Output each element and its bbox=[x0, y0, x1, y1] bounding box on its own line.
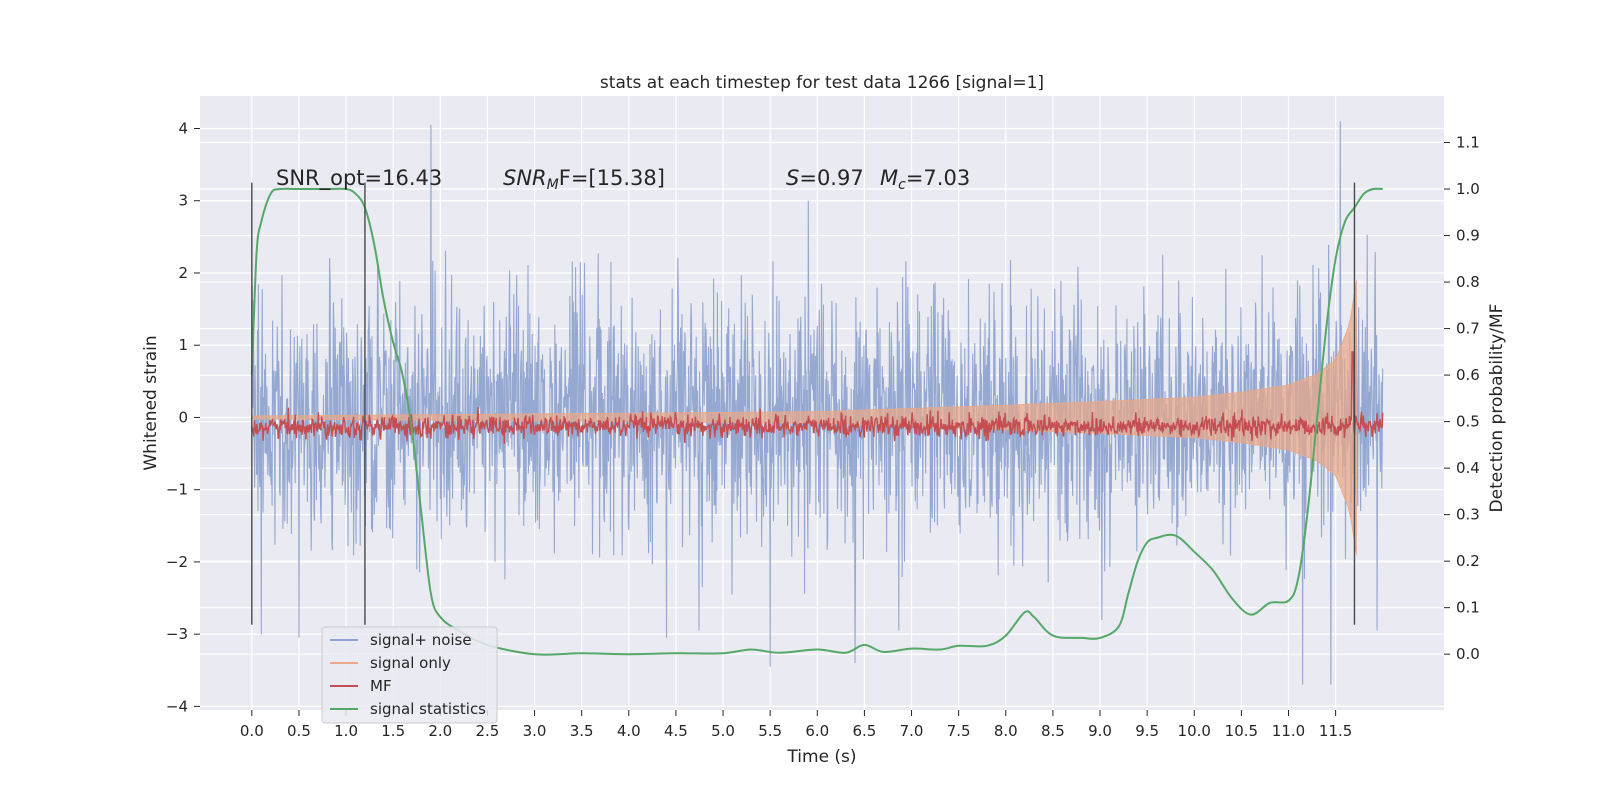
x-tick-label: 9.0 bbox=[1088, 722, 1112, 740]
plot-area bbox=[250, 121, 1384, 685]
x-tick-label: 4.0 bbox=[617, 722, 641, 740]
snr-opt-annotation: SNR_opt=16.43 bbox=[276, 166, 442, 191]
y-tick-label: −2 bbox=[166, 553, 188, 571]
x-tick-label: 6.5 bbox=[852, 722, 876, 740]
x-tick-label: 1.0 bbox=[334, 722, 358, 740]
x-tick-label: 8.0 bbox=[994, 722, 1018, 740]
tick-labels: 0.0 0.5 1.0 1.5 2.0 2.5 3.0 3.5 4.0 4.5 5.0 5.5 6.0 6… bbox=[166, 120, 1480, 740]
series-mf-line bbox=[251, 351, 1384, 444]
x-tick-label: 3.5 bbox=[570, 722, 594, 740]
x-tick-label: 11.5 bbox=[1319, 722, 1352, 740]
y-axis-label: Whitened strain bbox=[141, 335, 161, 470]
y2-tick-label: 0.6 bbox=[1456, 366, 1480, 384]
x-tick-label: 7.5 bbox=[947, 722, 971, 740]
x-tick-label: 5.0 bbox=[711, 722, 735, 740]
vertical-markers bbox=[251, 182, 1356, 625]
x-tick-label: 2.5 bbox=[476, 722, 500, 740]
x-tick-label: 9.5 bbox=[1135, 722, 1159, 740]
y-tick-label: 0 bbox=[178, 408, 188, 426]
y-tick-label: 2 bbox=[178, 264, 188, 282]
y2-axis-label: Detection probability/MF bbox=[1487, 304, 1507, 513]
chart-title: stats at each timestep for test data 126… bbox=[600, 73, 1044, 93]
snr-mf-annotation: SNRMF=[15.38] bbox=[503, 166, 665, 193]
x-tick-label: 0.0 bbox=[240, 722, 264, 740]
y2-tick-label: 0.9 bbox=[1456, 227, 1480, 245]
legend-label-mf: MF bbox=[370, 677, 392, 695]
x-tick-label: 10.0 bbox=[1178, 722, 1211, 740]
x-tick-label: 10.5 bbox=[1225, 722, 1258, 740]
y-tick-label: −4 bbox=[166, 697, 188, 715]
y-tick-label: −1 bbox=[166, 481, 188, 499]
y-tick-label: −3 bbox=[166, 625, 188, 643]
x-tick-label: 5.5 bbox=[758, 722, 782, 740]
x-tick-label: 4.5 bbox=[664, 722, 688, 740]
legend-label-signal-statistics: signal statistics bbox=[370, 700, 486, 718]
y2-tick-label: 0.1 bbox=[1456, 599, 1480, 617]
y2-tick-label: 0.0 bbox=[1456, 645, 1480, 663]
y2-tick-label: 1.0 bbox=[1456, 180, 1480, 198]
x-tick-label: 3.0 bbox=[523, 722, 547, 740]
s-annotation: S=0.97 bbox=[786, 166, 864, 190]
legend-label-signal-only: signal only bbox=[370, 654, 451, 672]
x-axis-label: Time (s) bbox=[786, 747, 856, 767]
y2-tick-label: 1.1 bbox=[1456, 134, 1480, 152]
y2-tick-label: 0.3 bbox=[1456, 506, 1480, 524]
legend: signal+ noise signal only MF signal stat… bbox=[321, 626, 498, 724]
legend-box bbox=[321, 626, 498, 724]
y-tick-label: 4 bbox=[178, 120, 188, 138]
mc-annotation: Mc=7.03 bbox=[880, 166, 970, 193]
y2-tick-label: 0.2 bbox=[1456, 552, 1480, 570]
y2-tick-label: 0.7 bbox=[1456, 320, 1480, 338]
x-tick-label: 6.0 bbox=[805, 722, 829, 740]
y-tick-label: 1 bbox=[178, 336, 188, 354]
x-tick-label: 8.5 bbox=[1041, 722, 1065, 740]
legend-label-signal-noise: signal+ noise bbox=[370, 631, 472, 649]
y2-tick-label: 0.5 bbox=[1456, 413, 1480, 431]
x-tick-label: 2.0 bbox=[428, 722, 452, 740]
x-tick-label: 7.0 bbox=[900, 722, 924, 740]
x-tick-label: 1.5 bbox=[381, 722, 405, 740]
y2-tick-label: 0.8 bbox=[1456, 273, 1480, 291]
x-tick-label: 0.5 bbox=[287, 722, 311, 740]
y2-tick-label: 0.4 bbox=[1456, 459, 1480, 477]
x-tick-label: 11.0 bbox=[1272, 722, 1305, 740]
y-tick-label: 3 bbox=[178, 192, 188, 210]
series-signal-statistics-line bbox=[250, 187, 1383, 656]
